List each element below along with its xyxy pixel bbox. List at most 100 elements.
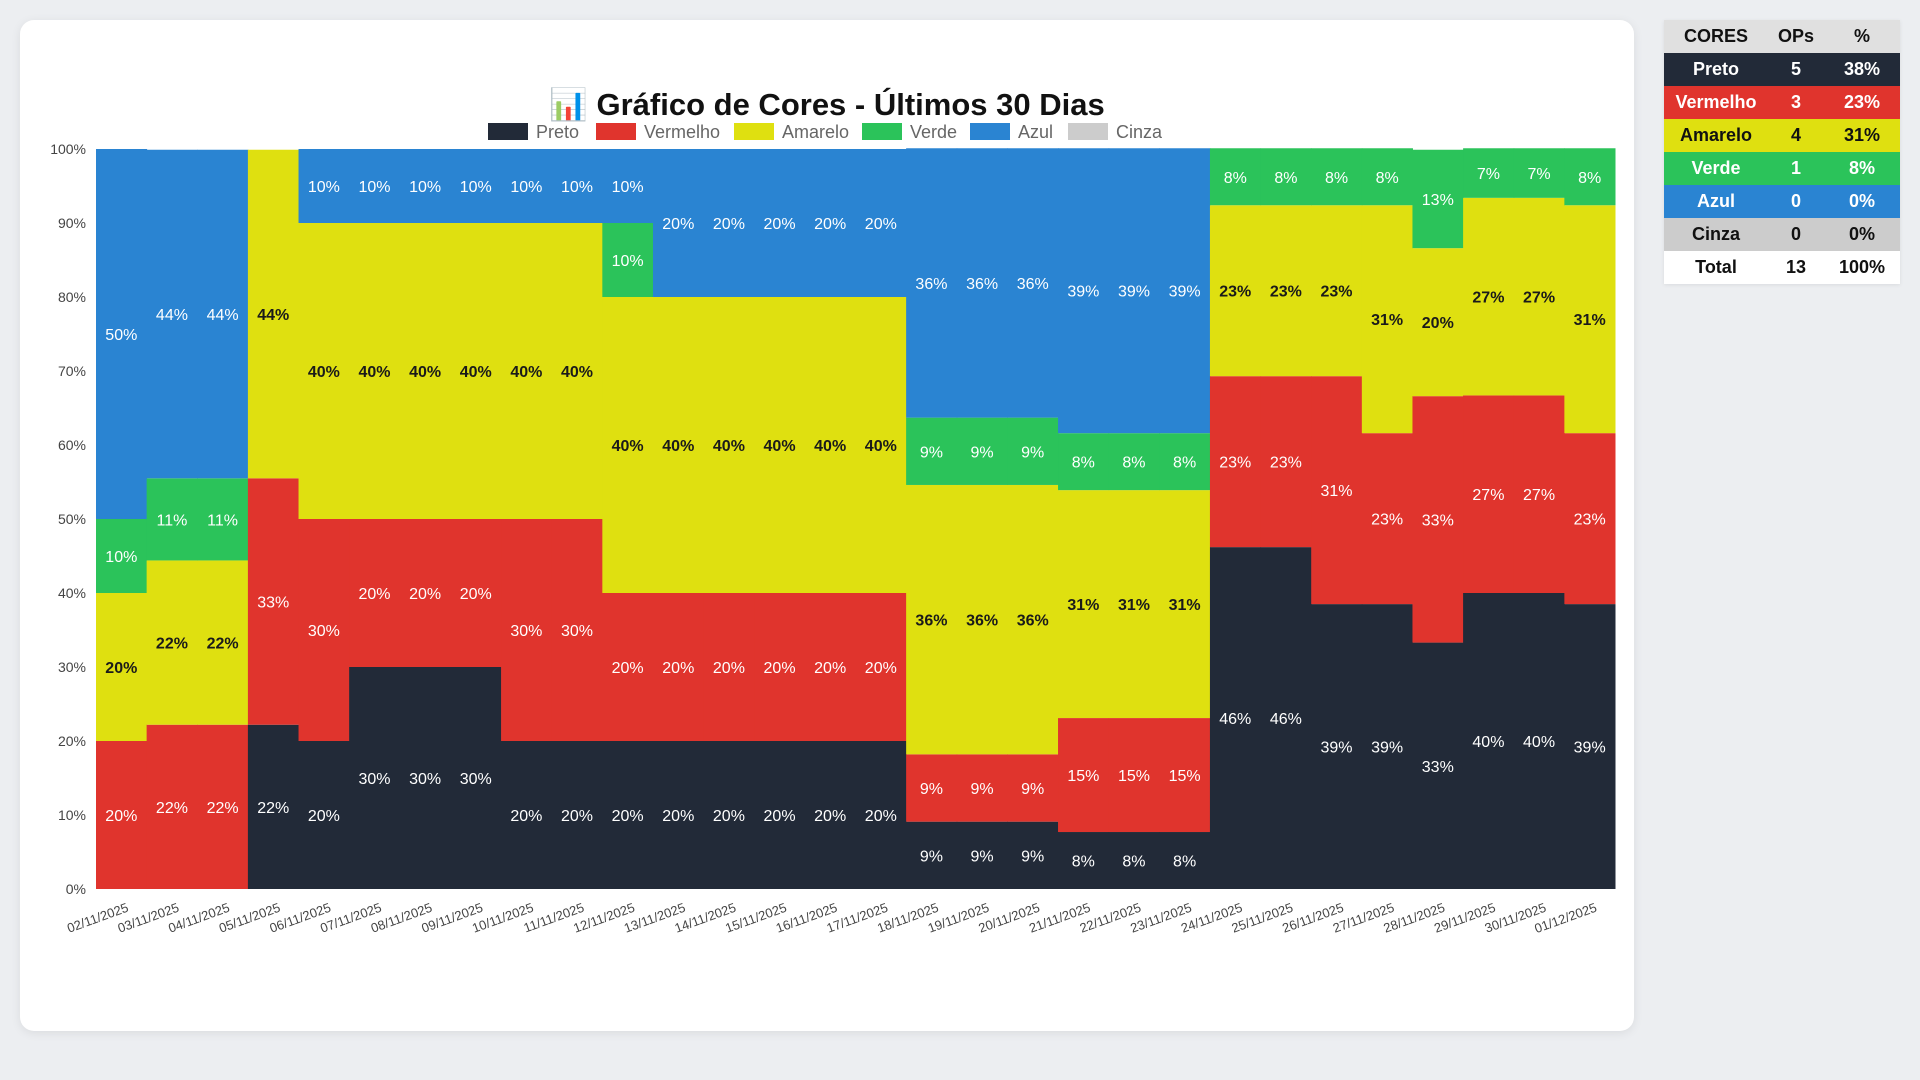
bar-data-label: 20% [764, 808, 796, 825]
bar-data-label: 9% [1021, 848, 1044, 865]
bar-data-label: 8% [1173, 455, 1196, 472]
stacked-bar-chart: 📊 Gráfico de Cores - Últimos 30 DiasPret… [50, 86, 1616, 936]
bar-data-label: 20% [409, 586, 441, 603]
bar-segment-preto [1058, 832, 1110, 889]
bar-data-label: 22% [207, 800, 239, 817]
bar-segment-amarelo [247, 149, 300, 479]
bar-segment-preto [1513, 593, 1565, 889]
bar-segment-verde [1007, 417, 1059, 485]
bar-segment-amarelo [298, 223, 350, 519]
bar-segment-amarelo [855, 297, 907, 593]
summary-cell-ops: 13 [1785, 257, 1807, 277]
summary-cell-name: Amarelo [1679, 125, 1753, 145]
bar-data-label: 9% [1021, 781, 1044, 798]
bar-segment-azul [197, 149, 249, 479]
bar-segment-vermelho [652, 593, 705, 741]
legend-swatch-vermelho [596, 123, 636, 140]
bar-data-label: 40% [460, 364, 492, 381]
bar-data-label: 40% [865, 438, 897, 455]
bar-data-label: 10% [308, 179, 340, 196]
y-tick-label: 20% [58, 733, 86, 749]
legend-swatch-azul [970, 123, 1010, 140]
bar-segment-vermelho [349, 519, 401, 667]
bar-data-label: 31% [1574, 312, 1606, 329]
bar-segment-amarelo [450, 223, 502, 519]
bar-segment-amarelo [1209, 205, 1262, 377]
bar-data-label: 27% [1472, 290, 1504, 307]
summary-header-pct: % [1824, 20, 1900, 53]
bar-segment-preto [652, 741, 705, 889]
bar-segment-preto [1108, 832, 1160, 889]
bar-segment-azul [96, 149, 148, 519]
bar-segment-vermelho [1108, 718, 1160, 833]
bar-segment-preto [298, 741, 350, 889]
bar-segment-azul [602, 149, 654, 223]
bar-segment-verde [956, 417, 1008, 485]
bar-data-label: 40% [308, 364, 340, 381]
bar-segment-verde [1412, 149, 1464, 249]
bar-segment-preto [1564, 604, 1616, 889]
bar-segment-azul [551, 149, 603, 223]
bar-data-label: 20% [865, 216, 897, 233]
bar-segment-amarelo [1412, 248, 1464, 397]
bar-segment-vermelho [1209, 376, 1262, 548]
bar-data-label: 30% [409, 771, 441, 788]
bar-data-label: 8% [1224, 170, 1247, 187]
bar-segment-verde [1311, 148, 1363, 206]
bar-data-label: 10% [358, 179, 390, 196]
bar-segment-vermelho [1463, 395, 1515, 593]
bar-data-label: 15% [1067, 768, 1099, 785]
bar-data-label: 39% [1067, 284, 1099, 301]
bar-data-label: 10% [612, 179, 644, 196]
bar-segment-azul [652, 149, 705, 297]
bar-data-label: 20% [460, 586, 492, 603]
bar-segment-amarelo [602, 297, 654, 593]
y-tick-label: 30% [58, 659, 86, 675]
bar-segment-verde [96, 519, 148, 593]
bar-data-label: 23% [1219, 284, 1251, 301]
summary-cell-ops: 4 [1790, 125, 1801, 145]
bar-data-label: 22% [156, 636, 188, 653]
bar-data-label: 11% [207, 512, 238, 529]
bar-data-label: 31% [1169, 597, 1201, 614]
bar-data-label: 27% [1523, 487, 1555, 504]
bar-segment-vermelho [1412, 396, 1464, 643]
bar-segment-preto [450, 667, 502, 889]
bar-segment-verde [1209, 148, 1262, 206]
bar-data-label: 20% [662, 808, 694, 825]
legend-label-azul: Azul [1018, 122, 1053, 142]
bar-segment-amarelo [1513, 197, 1565, 396]
bar-data-label: 13% [1422, 192, 1454, 209]
summary-header-row: CORES OPs % [1664, 20, 1900, 53]
bar-segment-vermelho [1513, 395, 1565, 593]
bar-data-label: 8% [1072, 455, 1095, 472]
bar-segment-azul [501, 149, 553, 223]
bar-segment-amarelo [1361, 205, 1413, 434]
bar-data-label: 22% [156, 800, 188, 817]
bar-data-label: 20% [308, 808, 340, 825]
legend-label-verde: Verde [910, 122, 957, 142]
summary-cell-pct: 100% [1838, 257, 1886, 277]
summary-row-cinza: Cinza 0 0% [1664, 218, 1900, 251]
bar-segment-azul [349, 149, 401, 223]
bar-segment-amarelo [906, 484, 958, 755]
bar-data-label: 10% [460, 179, 492, 196]
bar-segment-amarelo [1108, 490, 1160, 719]
bar-data-label: 30% [358, 771, 390, 788]
bar-segment-vermelho [602, 593, 654, 741]
summary-cell-ops: 5 [1790, 59, 1801, 79]
bar-data-label: 40% [713, 438, 745, 455]
bar-segment-verde [197, 478, 249, 561]
bar-data-label: 40% [409, 364, 441, 381]
bar-data-label: 8% [1122, 455, 1145, 472]
bar-data-label: 9% [1021, 444, 1044, 461]
bar-data-label: 33% [257, 595, 289, 612]
bar-segment-amarelo [804, 297, 856, 593]
bar-data-label: 31% [1067, 597, 1099, 614]
bar-data-label: 23% [1270, 455, 1302, 472]
bar-data-label: 30% [308, 623, 340, 640]
bar-data-label: 40% [764, 438, 796, 455]
bar-segment-preto [1311, 604, 1363, 889]
bar-data-label: 22% [257, 800, 289, 817]
bar-data-label: 8% [1325, 170, 1348, 187]
